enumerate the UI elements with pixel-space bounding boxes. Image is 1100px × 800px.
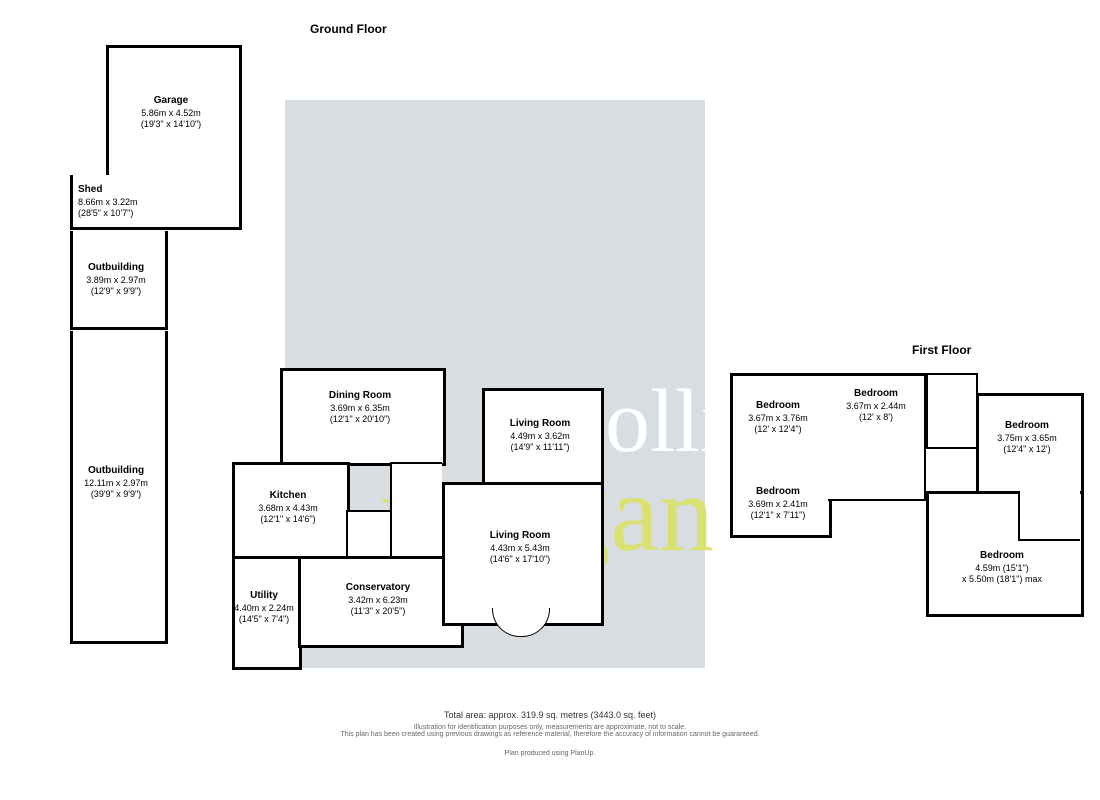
- room-kitchen: [232, 462, 350, 560]
- footer: Total area: approx. 319.9 sq. metres (34…: [0, 710, 1100, 757]
- room-garage: [106, 45, 242, 179]
- room-hall: [390, 462, 442, 558]
- room-bed3: [976, 393, 1084, 495]
- room-conservatory: [298, 556, 464, 648]
- room-utility: [232, 556, 302, 670]
- room-outbuilding-1: [70, 231, 168, 330]
- total-area: Total area: approx. 319.9 sq. metres (34…: [0, 710, 1100, 720]
- room-wc: [346, 510, 392, 558]
- room-bed4: [730, 471, 832, 538]
- credit: Plan produced using PlanUp.: [0, 750, 1100, 757]
- room-bath: [926, 373, 978, 449]
- ground-floor-title: Ground Floor: [310, 22, 387, 36]
- room-outbuilding-2: [70, 331, 168, 644]
- room-living-1: [482, 388, 604, 486]
- disclaimer-2: This plan has been created using previou…: [0, 731, 1100, 738]
- room-shed: [70, 175, 242, 230]
- floorplan-stage: hollis morgan Ground Floor First Floor G…: [0, 0, 1100, 800]
- room-bed2: [828, 373, 927, 447]
- room-ensuite: [1018, 491, 1080, 541]
- room-bed1: [730, 373, 832, 475]
- room-landing: [828, 443, 926, 501]
- room-dining: [280, 368, 446, 466]
- room-living-2: [442, 482, 604, 626]
- disclaimer-1: Illustration for identification purposes…: [0, 724, 1100, 731]
- first-floor-title: First Floor: [912, 343, 971, 357]
